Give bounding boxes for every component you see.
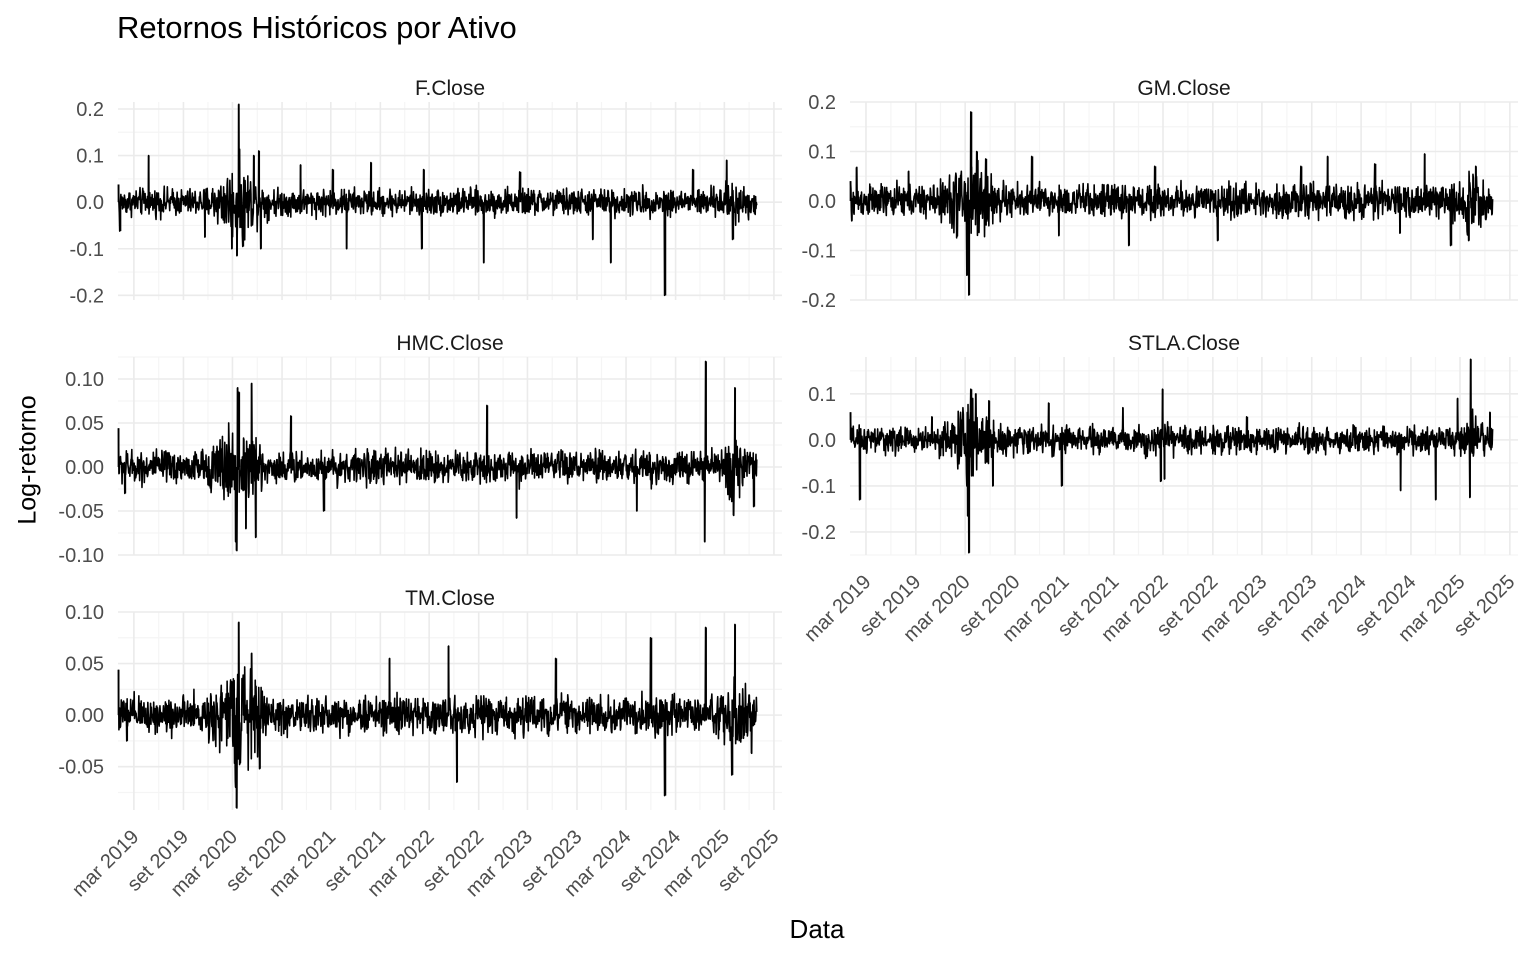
y-tick-label: 0.10 <box>65 369 104 391</box>
y-tick-label: -0.2 <box>802 290 836 312</box>
y-tick-label: -0.1 <box>70 239 104 261</box>
series-line <box>117 360 758 552</box>
series-line <box>117 621 758 809</box>
facet-title: HMC.Close <box>396 332 503 355</box>
y-tick-label: 0.0 <box>76 192 104 214</box>
series-line <box>117 103 758 297</box>
y-tick-label: -0.10 <box>58 545 104 567</box>
facet-title: STLA.Close <box>1128 332 1240 355</box>
y-tick-label: 0.10 <box>65 602 104 624</box>
y-tick-label: 0.00 <box>65 457 104 479</box>
facet-gm-close: GM.Close -0.2 -0.1 0.0 0.1 0.2 <box>802 77 1518 312</box>
facet-f-close: F.Close -0.2 -0.1 0.0 0.1 0.2 <box>70 77 782 307</box>
series-line <box>849 111 1494 296</box>
y-tick-label: 0.0 <box>808 191 836 213</box>
y-tick-label: 0.0 <box>808 430 836 452</box>
y-tick-label: 0.2 <box>808 92 836 114</box>
y-tick-label: 0.2 <box>76 99 104 121</box>
y-tick-label: 0.05 <box>65 654 104 676</box>
y-tick-label: -0.1 <box>802 476 836 498</box>
facet-title: TM.Close <box>405 587 495 610</box>
y-tick-label: -0.2 <box>70 285 104 307</box>
y-tick-label: -0.05 <box>58 501 104 523</box>
y-tick-label: 0.1 <box>808 384 836 406</box>
facet-hmc-close: HMC.Close -0.10 -0.05 0.00 0.05 0.10 <box>58 332 782 567</box>
y-tick-label: -0.1 <box>802 241 836 263</box>
y-tick-label: 0.1 <box>808 142 836 164</box>
x-axis-title: Data <box>789 914 845 944</box>
y-tick-label: -0.05 <box>58 757 104 779</box>
y-tick-label: 0.1 <box>76 146 104 168</box>
y-tick-label: 0.00 <box>65 705 104 727</box>
y-tick-label: -0.2 <box>802 522 836 544</box>
facet-title: GM.Close <box>1137 77 1230 100</box>
chart-title: Retornos Históricos por Ativo <box>117 10 517 45</box>
facet-title: F.Close <box>415 77 485 100</box>
y-tick-label: 0.05 <box>65 413 104 435</box>
series-line <box>849 358 1494 554</box>
